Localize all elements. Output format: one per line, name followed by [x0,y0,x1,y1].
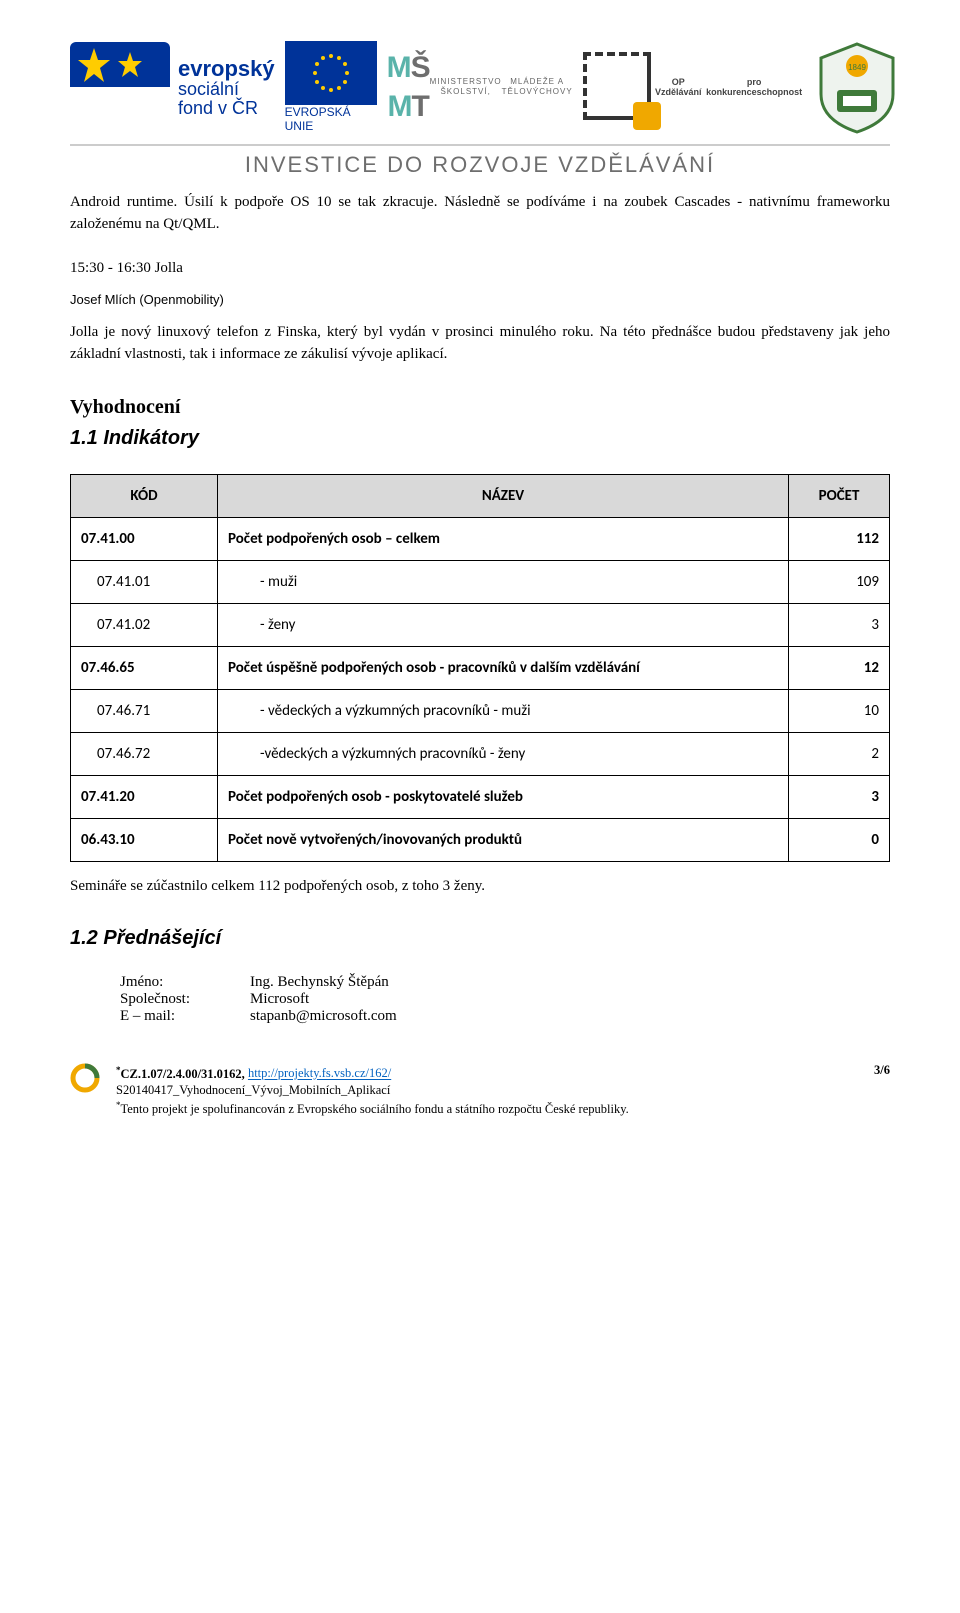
presenter-company-label: Společnost: [120,991,250,1008]
cell-name: Počet nově vytvořených/inovovaných produ… [218,818,789,861]
cell-code: 07.46.71 [71,689,218,732]
cell-count: 2 [789,732,890,775]
cell-code: 07.46.65 [71,646,218,689]
cell-count: 0 [789,818,890,861]
table-row: 07.41.20Počet podpořených osob - poskyto… [71,775,890,818]
cell-name: Počet podpořených osob – celkem [218,517,789,560]
page-footer: *CZ.1.07/2.4.00/31.0162, http://projekty… [70,1063,890,1118]
paragraph-1: Android runtime. Úsilí k podpoře OS 10 s… [70,192,890,236]
th-count: POČET [789,474,890,517]
cell-code: 06.43.10 [71,818,218,861]
op-line-1: OP Vzdělávání [651,77,705,97]
cell-count: 10 [789,689,890,732]
heading-indikatory: 1.1 Indikátory [70,427,890,450]
op-line-2: pro konkurenceschopnost [705,77,803,97]
footer-proj-code: CZ.1.07/2.4.00/31.0162, [121,1067,248,1081]
eu-logo: EVROPSKÁ UNIE [285,41,377,133]
table-row: 07.41.02- ženy3 [71,603,890,646]
cell-count: 12 [789,646,890,689]
table-row: 07.46.71- vědeckých a výzkumných pracovn… [71,689,890,732]
msmt-logo: MŠMT MINISTERSTVO ŠKOLSTVÍ, MLÁDEŽE A TĚ… [387,48,573,126]
cell-name: - vědeckých a výzkumných pracovníků - mu… [218,689,789,732]
table-row: 07.46.72-vědeckých a výzkumných pracovní… [71,732,890,775]
cell-name: - ženy [218,603,789,646]
esf-line-3: fond v ČR [178,98,258,118]
cell-code: 07.41.02 [71,603,218,646]
table-row: 07.41.00Počet podpořených osob – celkem1… [71,517,890,560]
cell-name: Počet úspěšně podpořených osob - pracovn… [218,646,789,689]
heading-vyhodnoceni: Vyhodnocení [70,396,890,419]
eu-label: EVROPSKÁ UNIE [285,105,377,133]
footer-bullet-icon [70,1063,106,1097]
talk-time: 15:30 - 16:30 Jolla [70,258,890,280]
heading-prednasejici: 1.2 Přednášející [70,927,890,950]
university-logo: 1849 [813,40,901,134]
cell-code: 07.41.01 [71,560,218,603]
presenter-name-value: Ing. Bechynský Štěpán [250,974,389,991]
cell-code: 07.41.20 [71,775,218,818]
cell-name: Počet podpořených osob - poskytovatelé s… [218,775,789,818]
footer-proj-link[interactable]: http://projekty.fs.vsb.cz/162/ [248,1067,391,1081]
cell-code: 07.41.00 [71,517,218,560]
cell-count: 3 [789,775,890,818]
footer-file-line: S20140417_Vyhodnocení_Vývoj_Mobilních_Ap… [116,1083,390,1097]
msmt-line-2: MLÁDEŽE A TĚLOVÝCHOVY [502,77,573,98]
esf-text: evropský sociální fond v ČR [178,57,275,118]
cell-count: 109 [789,560,890,603]
footer-disclaimer: Tento projekt je spolufinancován z Evrop… [121,1102,629,1116]
th-code: KÓD [71,474,218,517]
cell-count: 112 [789,517,890,560]
presenter-name-label: Jméno: [120,974,250,991]
indicators-table: KÓD NÁZEV POČET 07.41.00Počet podpořenýc… [70,474,890,862]
cell-count: 3 [789,603,890,646]
table-row: 06.43.10Počet nově vytvořených/inovovaný… [71,818,890,861]
table-row: 07.41.01- muži109 [71,560,890,603]
cell-name: -vědeckých a výzkumných pracovníků - žen… [218,732,789,775]
presenter-block: Jméno: Ing. Bechynský Štěpán Společnost:… [120,974,890,1025]
talk-author: Josef Mlích (Openmobility) [70,291,890,310]
header-logo-bar: evropský sociální fond v ČR EVROPSKÁ UNI… [70,40,890,138]
footer-page-number: 3/6 [850,1063,890,1078]
presenter-company-value: Microsoft [250,991,309,1008]
cell-name: - muži [218,560,789,603]
op-logo: OP Vzdělávání pro konkurenceschopnost [583,52,804,122]
svg-text:1849: 1849 [848,63,866,72]
paragraph-2: Jolla je nový linuxový telefon z Finska,… [70,322,890,366]
table-row: 07.46.65Počet úspěšně podpořených osob -… [71,646,890,689]
th-name: NÁZEV [218,474,789,517]
banner-title: INVESTICE DO ROZVOJE VZDĚLÁVÁNÍ [70,144,890,192]
esf-logo: evropský sociální fond v ČR [70,42,275,132]
summary-text: Semináře se zúčastnilo celkem 112 podpoř… [70,876,890,898]
msmt-line-1: MINISTERSTVO ŠKOLSTVÍ, [430,77,502,98]
presenter-email-label: E – mail: [120,1008,250,1025]
cell-code: 07.46.72 [71,732,218,775]
presenter-email-value: stapanb@microsoft.com [250,1008,397,1025]
esf-line-2: sociální [178,79,239,99]
esf-line-1: evropský [178,56,275,81]
